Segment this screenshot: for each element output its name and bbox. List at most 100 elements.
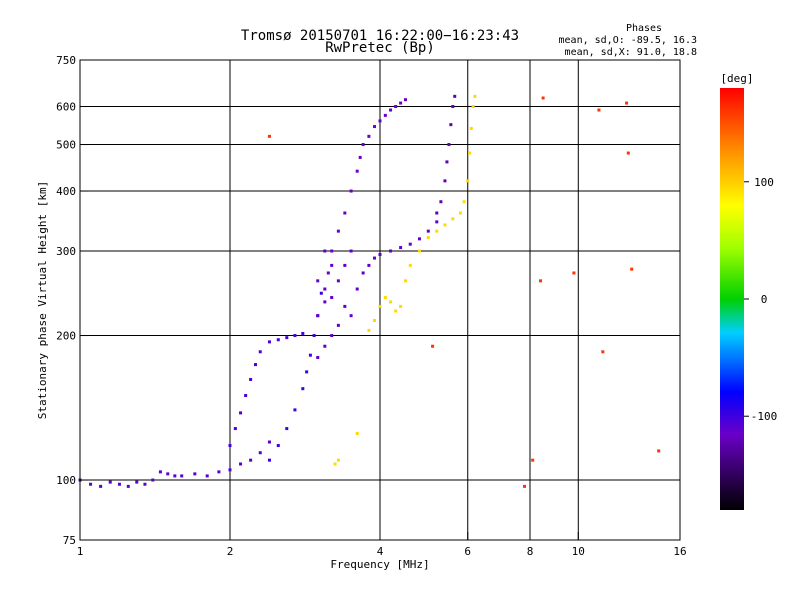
x-tick-label: 1 [77, 545, 84, 558]
y-tick-label: 300 [56, 245, 76, 258]
data-point [333, 462, 337, 466]
data-point [458, 211, 462, 215]
data-point [531, 458, 535, 462]
data-point [233, 427, 237, 431]
data-point [399, 246, 403, 250]
data-point [343, 211, 347, 215]
data-point [267, 440, 271, 444]
data-point [373, 318, 377, 322]
data-point [572, 271, 576, 275]
data-point [435, 211, 439, 215]
data-point [394, 309, 398, 313]
data-point [267, 134, 271, 138]
data-point [158, 470, 162, 474]
data-point [431, 344, 435, 348]
data-point [426, 229, 430, 233]
data-point [447, 143, 451, 147]
data-point [293, 408, 297, 412]
gridlines [80, 60, 680, 540]
data-point [355, 432, 359, 436]
data-point [449, 123, 453, 127]
data-point [323, 344, 327, 348]
data-point [367, 328, 371, 332]
data-point [276, 338, 280, 342]
data-point [336, 458, 340, 462]
data-point [451, 217, 455, 221]
colorbar-tick-label: 0 [761, 293, 768, 306]
data-point [361, 143, 365, 147]
data-point [541, 96, 545, 100]
data-point [445, 160, 449, 164]
data-point [349, 249, 353, 253]
data-point [285, 427, 289, 431]
data-point [143, 482, 147, 486]
data-point [336, 323, 340, 327]
data-point [173, 474, 177, 478]
data-point [249, 377, 253, 381]
data-points [78, 94, 661, 488]
data-point [258, 350, 262, 354]
data-point [597, 108, 601, 112]
data-point [343, 304, 347, 308]
data-point [258, 451, 262, 455]
data-point [135, 480, 139, 484]
data-point [319, 291, 323, 295]
data-point [383, 113, 387, 117]
data-point [108, 480, 112, 484]
y-tick-label: 600 [56, 101, 76, 114]
y-axis-label: Stationary phase Virtual Height [km] [36, 181, 49, 419]
data-point [378, 253, 382, 257]
colorbar-ticks: 100 0 -100 [744, 176, 777, 423]
x-tick-label: 8 [527, 545, 534, 558]
x-axis-label: Frequency [MHz] [330, 558, 429, 571]
data-point [426, 236, 430, 240]
y-tick-label: 500 [56, 139, 76, 152]
data-point [330, 249, 334, 253]
data-point [336, 229, 340, 233]
data-point [126, 484, 130, 488]
data-point [403, 98, 407, 102]
data-point [389, 108, 393, 112]
data-point [301, 331, 305, 335]
x-tick-label: 10 [572, 545, 585, 558]
data-point [523, 484, 527, 488]
data-point [408, 242, 412, 246]
data-point [394, 105, 398, 109]
data-point [301, 387, 305, 391]
y-tick-label: 400 [56, 185, 76, 198]
colorbar-tick-label: -100 [751, 410, 778, 423]
data-point [625, 101, 629, 105]
x-tick-label: 6 [464, 545, 471, 558]
x-tick-label: 2 [227, 545, 234, 558]
data-point [323, 287, 327, 291]
data-point [293, 334, 297, 338]
data-point [378, 119, 382, 123]
data-point [117, 482, 121, 486]
data-point [462, 200, 466, 204]
data-point [316, 314, 320, 318]
data-point [378, 304, 382, 308]
data-point [228, 444, 232, 448]
data-point [305, 370, 309, 374]
data-point [408, 263, 412, 267]
data-point [308, 353, 312, 357]
data-point [249, 458, 253, 462]
data-point [399, 101, 403, 105]
chart-title: Tromsø 20150701 16:22:00−16:23:43 [241, 28, 519, 44]
data-point [471, 105, 475, 109]
data-point [316, 279, 320, 283]
data-point [217, 470, 221, 474]
data-point [323, 249, 327, 253]
data-point [326, 271, 330, 275]
data-point [267, 340, 271, 344]
data-point [244, 394, 248, 398]
phase-info-x: mean, sd,X: 91.0, 18.8 [565, 47, 697, 58]
y-tick-label: 100 [56, 474, 76, 487]
y-axis: 75 100 200 300 400 500 600 750 [56, 54, 88, 547]
data-point [228, 468, 232, 472]
data-point [469, 126, 473, 130]
data-point [253, 363, 257, 367]
data-point [367, 263, 371, 267]
data-point [443, 223, 447, 227]
